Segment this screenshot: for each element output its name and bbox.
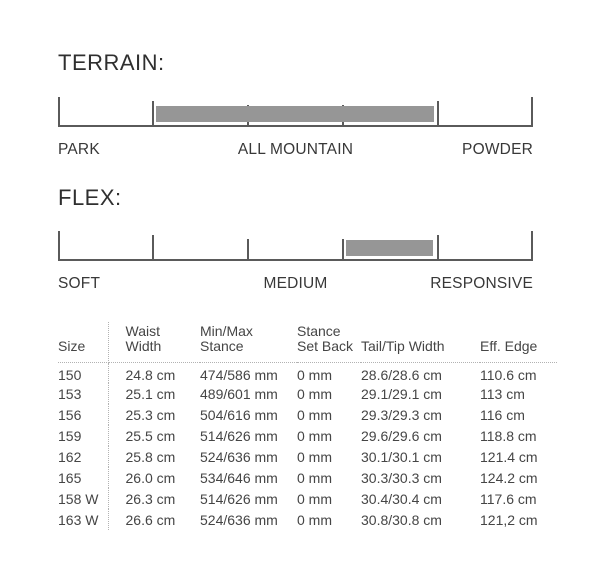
flex-scale-labels: SOFT MEDIUM RESPONSIVE bbox=[58, 275, 533, 293]
flex-label-soft: SOFT bbox=[58, 275, 101, 292]
flex-label-medium: MEDIUM bbox=[263, 275, 328, 292]
table-cell: 30.3/30.3 cm bbox=[361, 469, 442, 486]
scale-tick bbox=[247, 239, 249, 259]
spec-table-body: 150 24.8 cm 474/586 mm 0 mm 28.6/28.6 cm 110.… bbox=[58, 362, 557, 530]
table-cell: 24.8 cm bbox=[125, 366, 176, 383]
table-cell: 25.5 cm bbox=[125, 427, 176, 444]
table-cell: 110.6 cm bbox=[480, 366, 537, 383]
table-cell: 26.3 cm bbox=[125, 490, 176, 507]
table-cell: 0 mm bbox=[297, 366, 332, 383]
table-cell: 121,2 cm bbox=[480, 511, 538, 528]
table-cell: 121.4 cm bbox=[480, 448, 538, 465]
terrain-scale bbox=[58, 97, 533, 127]
table-row: 163 W 26.6 cm 524/636 mm 0 mm 30.8/30.8 cm 12… bbox=[58, 509, 557, 530]
table-cell: 26.0 cm bbox=[125, 469, 176, 486]
table-cell: 0 mm bbox=[297, 448, 332, 465]
table-cell: 30.8/30.8 cm bbox=[361, 511, 442, 528]
flex-label-responsive: RESPONSIVE bbox=[430, 275, 533, 292]
table-cell: 116 cm bbox=[480, 406, 525, 423]
scale-tick bbox=[437, 235, 439, 259]
flex-section-title: FLEX: bbox=[58, 185, 122, 210]
table-row: 150 24.8 cm 474/586 mm 0 mm 28.6/28.6 cm 110.… bbox=[58, 362, 557, 383]
scale-tick bbox=[342, 239, 344, 259]
table-cell: 28.6/28.6 cm bbox=[361, 366, 442, 383]
table-cell: 29.1/29.1 cm bbox=[361, 385, 442, 402]
table-cell: 514/626 mm bbox=[200, 427, 278, 444]
column-header-waist-width: Waist Width bbox=[108, 322, 200, 363]
size-spec-table: Size Waist Width Min/Max Stance Stance S… bbox=[58, 322, 557, 530]
column-header-tailtip-width: Tail/Tip Width bbox=[361, 322, 480, 363]
table-cell: 524/636 mm bbox=[200, 511, 278, 528]
terrain-label-all-mountain: ALL MOUNTAIN bbox=[237, 141, 354, 158]
table-cell: 29.6/29.6 cm bbox=[361, 427, 442, 444]
table-cell: 524/636 mm bbox=[200, 448, 278, 465]
flex-range-bar bbox=[345, 240, 433, 256]
table-cell: 113 cm bbox=[480, 385, 525, 402]
column-header-minmax-stance: Min/Max Stance bbox=[200, 322, 297, 363]
table-cell: 29.3/29.3 cm bbox=[361, 406, 442, 423]
column-header-eff-edge: Eff. Edge bbox=[480, 322, 557, 363]
scale-tick bbox=[58, 231, 60, 259]
column-header-stance-setback: Stance Set Back bbox=[297, 322, 361, 363]
spec-table-header: Size Waist Width Min/Max Stance Stance S… bbox=[58, 322, 557, 363]
scale-tick bbox=[437, 101, 439, 125]
terrain-label-powder: POWDER bbox=[462, 141, 533, 158]
table-row: 158 W 26.3 cm 514/626 mm 0 mm 30.4/30.4 cm 11… bbox=[58, 488, 557, 509]
table-cell: 162 bbox=[58, 446, 109, 467]
column-header-size: Size bbox=[58, 322, 109, 363]
table-cell: 0 mm bbox=[297, 511, 332, 528]
table-cell: 118.8 cm bbox=[480, 427, 537, 444]
table-row: 159 25.5 cm 514/626 mm 0 mm 29.6/29.6 cm 118.… bbox=[58, 425, 557, 446]
table-cell: 30.4/30.4 cm bbox=[361, 490, 442, 507]
flex-scale bbox=[58, 231, 533, 261]
table-cell: 0 mm bbox=[297, 469, 332, 486]
scale-tick bbox=[531, 97, 533, 125]
table-cell: 514/626 mm bbox=[200, 490, 278, 507]
terrain-label-park: PARK bbox=[58, 141, 100, 158]
table-row: 153 25.1 cm 489/601 mm 0 mm 29.1/29.1 cm 113 … bbox=[58, 383, 557, 404]
scale-tick bbox=[58, 97, 60, 125]
table-cell: 25.8 cm bbox=[125, 448, 176, 465]
table-cell: 25.1 cm bbox=[125, 385, 176, 402]
table-cell: 474/586 mm bbox=[200, 366, 278, 383]
terrain-scale-labels: PARK ALL MOUNTAIN POWDER bbox=[58, 141, 533, 159]
table-cell: 117.6 cm bbox=[480, 490, 537, 507]
table-cell: 534/646 mm bbox=[200, 469, 278, 486]
table-cell: 0 mm bbox=[297, 385, 332, 402]
table-cell: 163 W bbox=[58, 509, 109, 530]
scale-tick bbox=[152, 235, 154, 259]
table-cell: 159 bbox=[58, 425, 109, 446]
terrain-range-bar bbox=[155, 106, 435, 122]
table-cell: 124.2 cm bbox=[480, 469, 538, 486]
table-row: 162 25.8 cm 524/636 mm 0 mm 30.1/30.1 cm 121.… bbox=[58, 446, 557, 467]
table-cell: 158 W bbox=[58, 488, 109, 509]
table-cell: 0 mm bbox=[297, 427, 332, 444]
scale-tick bbox=[531, 231, 533, 259]
table-cell: 165 bbox=[58, 467, 109, 488]
table-cell: 30.1/30.1 cm bbox=[361, 448, 442, 465]
terrain-section-title: TERRAIN: bbox=[58, 50, 165, 75]
table-cell: 26.6 cm bbox=[125, 511, 176, 528]
scale-tick bbox=[152, 101, 154, 125]
table-cell: 153 bbox=[58, 383, 109, 404]
table-cell: 150 bbox=[58, 362, 109, 383]
table-cell: 504/616 mm bbox=[200, 406, 278, 423]
table-cell: 0 mm bbox=[297, 490, 332, 507]
table-cell: 156 bbox=[58, 404, 109, 425]
table-row: 156 25.3 cm 504/616 mm 0 mm 29.3/29.3 cm 116 … bbox=[58, 404, 557, 425]
table-cell: 25.3 cm bbox=[125, 406, 176, 423]
table-cell: 489/601 mm bbox=[200, 385, 278, 402]
table-cell: 0 mm bbox=[297, 406, 332, 423]
table-row: 165 26.0 cm 534/646 mm 0 mm 30.3/30.3 cm 124.… bbox=[58, 467, 557, 488]
